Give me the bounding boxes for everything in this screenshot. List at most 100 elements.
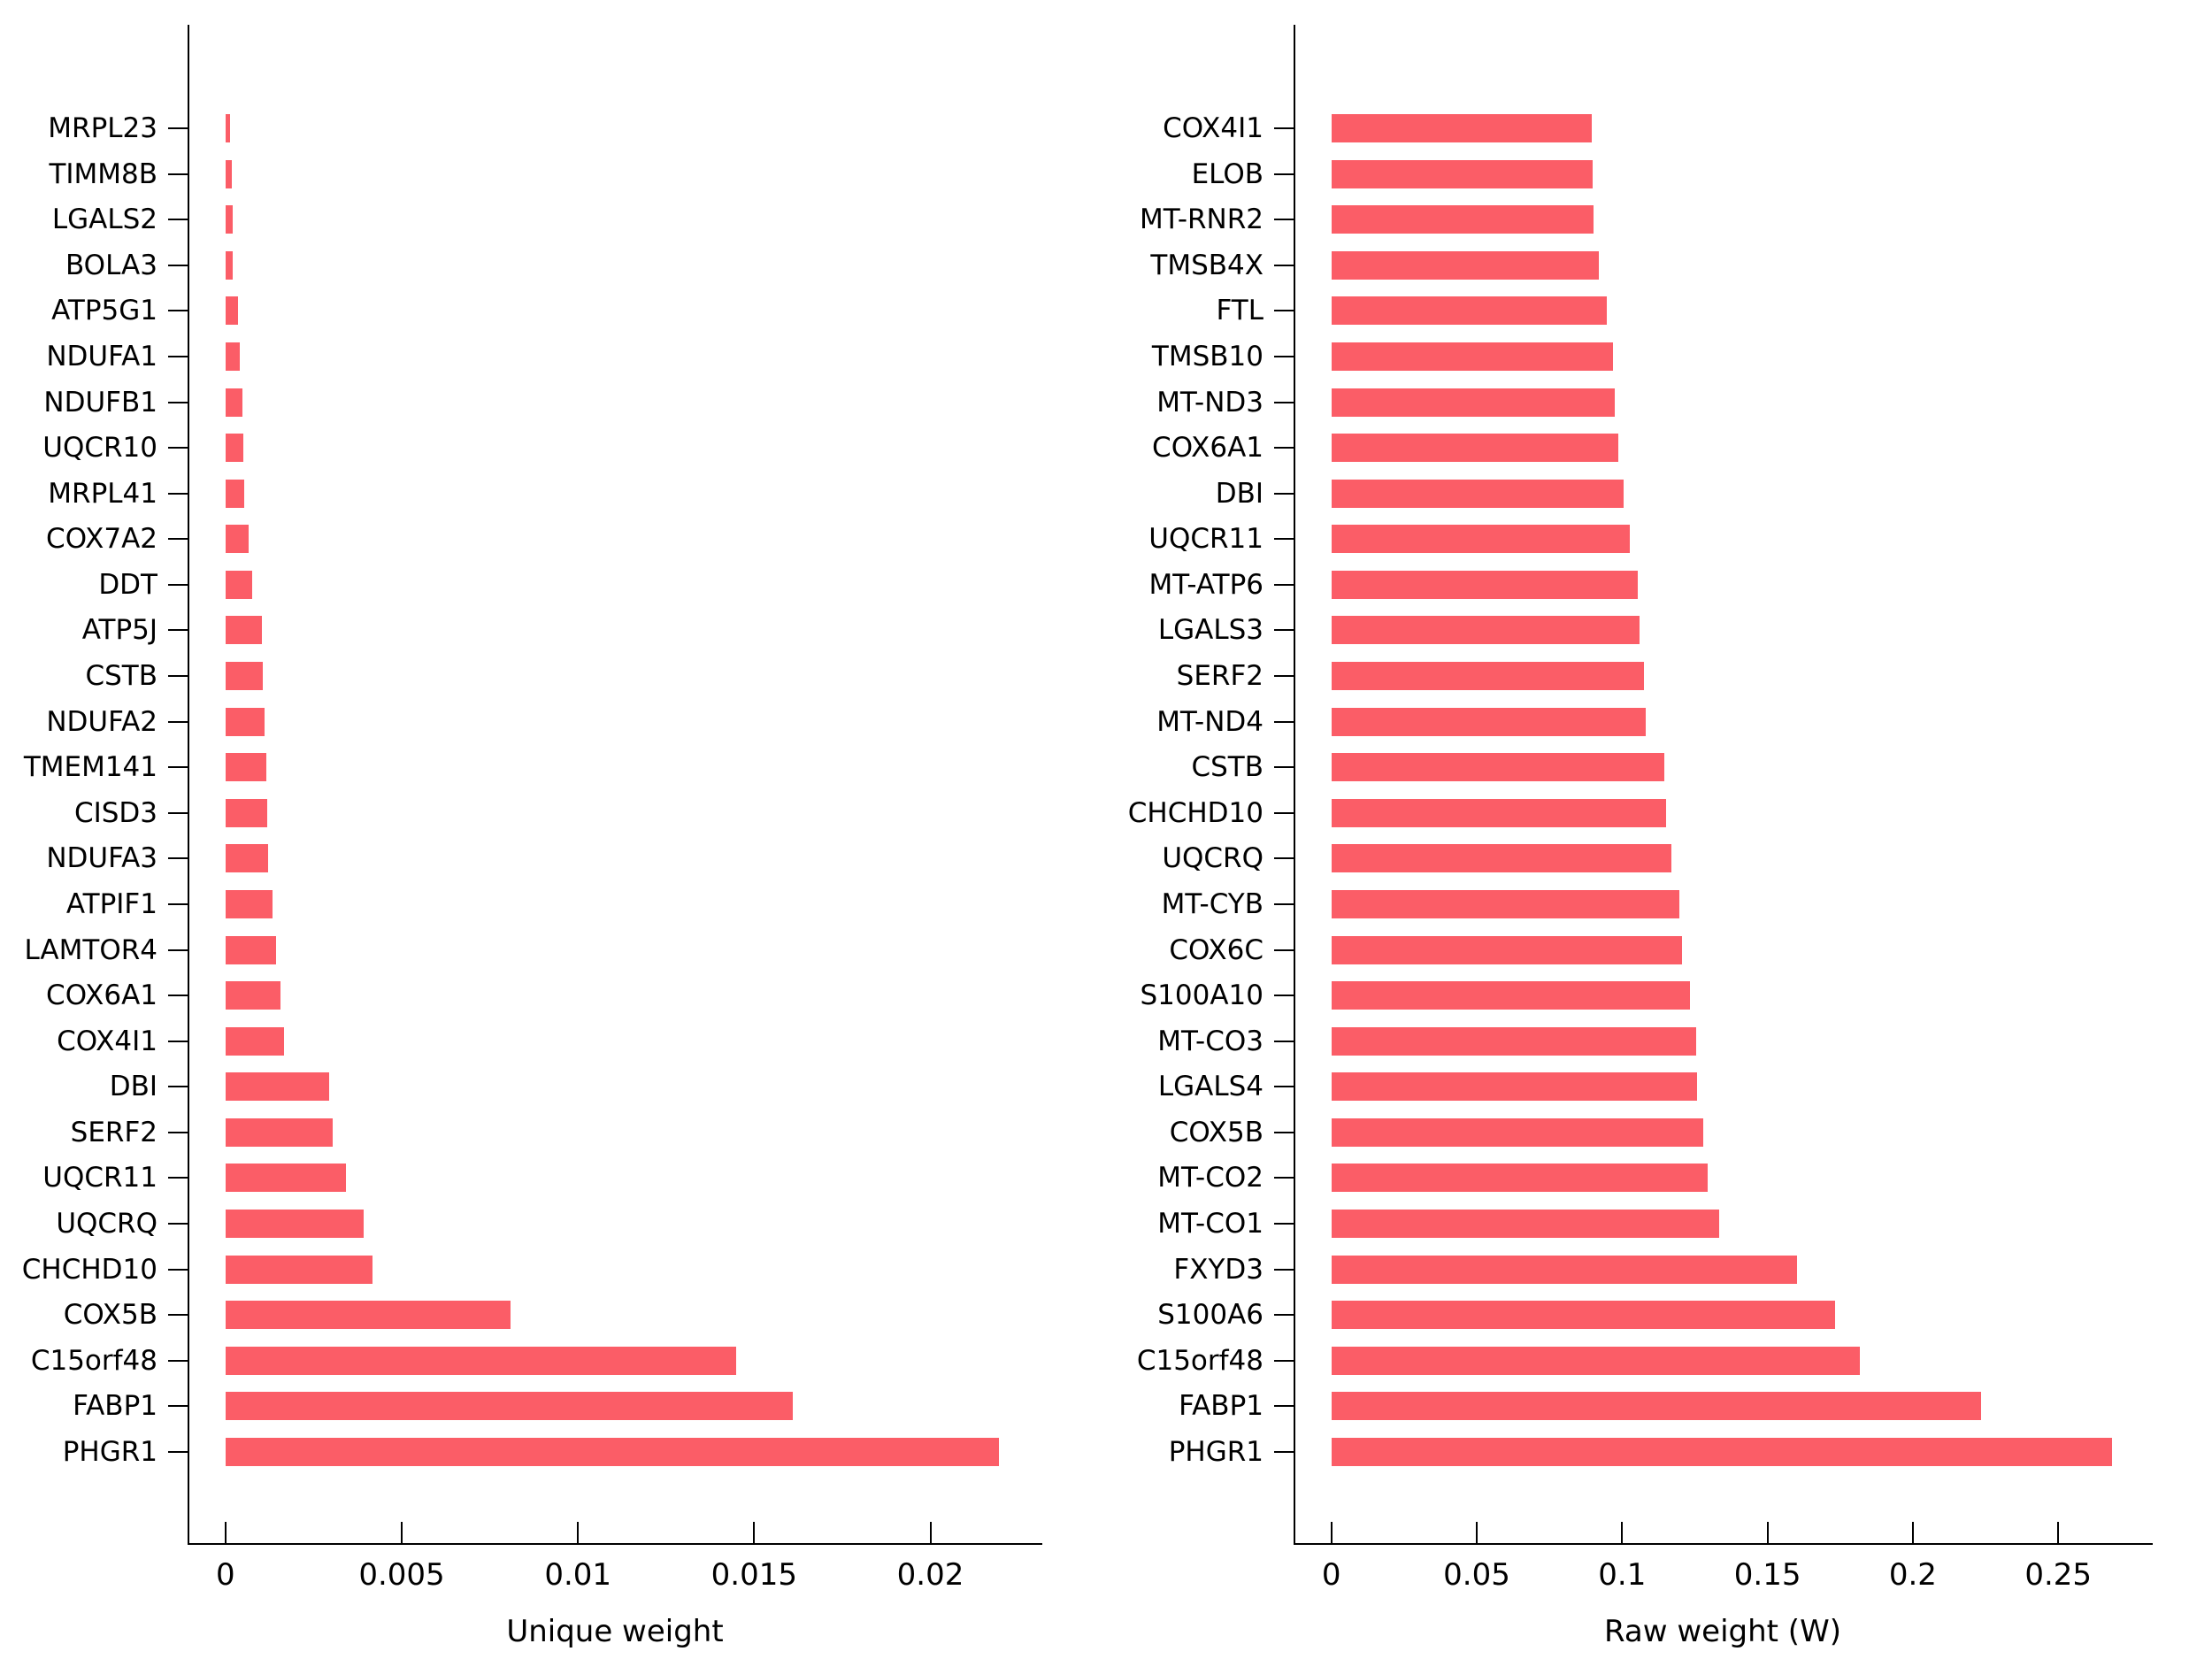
category-label: UQCRQ xyxy=(56,1208,157,1240)
y-tick xyxy=(168,857,188,860)
category-label: ATP5J xyxy=(81,614,157,647)
y-tick xyxy=(1274,355,1294,357)
y-tick xyxy=(1274,1450,1294,1453)
x-axis-label-raw-weight: Raw weight (W) xyxy=(1604,1614,1841,1649)
x-tick-label: 0.01 xyxy=(544,1557,612,1593)
y-tick xyxy=(168,811,188,814)
y-tick xyxy=(1274,811,1294,814)
unique-weight-chart xyxy=(188,25,1042,1545)
y-tick xyxy=(168,310,188,312)
y-tick xyxy=(1274,949,1294,951)
bar xyxy=(1331,342,1614,371)
category-label: TIMM8B xyxy=(49,157,157,190)
category-label: UQCR11 xyxy=(1148,523,1263,556)
bar xyxy=(225,434,243,463)
category-label: FABP1 xyxy=(73,1390,157,1423)
category-label: ATPIF1 xyxy=(65,887,157,920)
bar xyxy=(225,1392,794,1421)
x-tick-label: 0.05 xyxy=(1443,1557,1510,1593)
category-label: FABP1 xyxy=(1179,1390,1263,1423)
category-label: COX6C xyxy=(1169,933,1263,966)
category-label: MT-ND3 xyxy=(1156,386,1263,419)
category-label: TMEM141 xyxy=(23,751,157,784)
y-tick xyxy=(168,629,188,632)
bar xyxy=(1331,1346,1860,1375)
y-tick xyxy=(1274,1268,1294,1271)
y-tick xyxy=(168,1450,188,1453)
category-label: CHCHD10 xyxy=(1127,796,1263,829)
category-label: NDUFA1 xyxy=(46,340,157,373)
y-tick xyxy=(1274,173,1294,175)
category-label: S100A6 xyxy=(1157,1299,1263,1332)
category-label: COX6A1 xyxy=(46,979,157,1012)
category-label: COX5B xyxy=(63,1299,157,1332)
category-label: CSTB xyxy=(85,660,157,693)
bar xyxy=(1331,1255,1798,1284)
bar xyxy=(1331,205,1594,234)
bar xyxy=(225,250,233,280)
x-tick-label: 0 xyxy=(1321,1557,1341,1593)
category-label: UQCRQ xyxy=(1162,842,1263,875)
y-tick xyxy=(168,127,188,129)
bar xyxy=(225,525,249,554)
y-tick xyxy=(168,720,188,723)
category-label: COX4I1 xyxy=(57,1025,157,1057)
category-label: C15orf48 xyxy=(30,1344,157,1377)
y-tick xyxy=(168,902,188,905)
category-label: UQCR11 xyxy=(42,1162,157,1194)
y-tick xyxy=(1274,127,1294,129)
x-tick xyxy=(1330,1522,1333,1543)
y-tick xyxy=(1274,264,1294,266)
y-tick xyxy=(168,1086,188,1088)
y-tick xyxy=(168,355,188,357)
bar xyxy=(225,889,273,918)
bar xyxy=(1331,1392,1982,1421)
y-tick xyxy=(1274,219,1294,221)
category-label: TMSB4X xyxy=(1150,249,1263,281)
category-label: LAMTOR4 xyxy=(24,933,157,966)
x-tick-label: 0.2 xyxy=(1888,1557,1937,1593)
bar xyxy=(225,479,244,508)
category-label: COX6A1 xyxy=(1152,432,1263,465)
bar xyxy=(225,1255,373,1284)
bar xyxy=(1331,616,1640,645)
bar xyxy=(225,798,267,827)
category-label: MT-ATP6 xyxy=(1148,568,1264,601)
bar xyxy=(1331,1072,1697,1102)
y-tick xyxy=(168,675,188,678)
x-tick-label: 0.015 xyxy=(710,1557,798,1593)
category-label: SERF2 xyxy=(1176,660,1263,693)
bar xyxy=(1331,159,1594,188)
y-tick xyxy=(168,583,188,586)
category-label: DDT xyxy=(98,568,157,601)
bar xyxy=(225,935,277,964)
bar xyxy=(1331,798,1667,827)
category-label: ATP5G1 xyxy=(51,295,157,327)
category-label: MRPL23 xyxy=(48,112,157,144)
y-tick xyxy=(1274,1314,1294,1317)
bar xyxy=(225,1301,511,1330)
x-axis-label-unique-weight: Unique weight xyxy=(506,1614,724,1649)
y-tick xyxy=(1274,492,1294,495)
bar xyxy=(225,205,233,234)
bar xyxy=(1331,1164,1709,1193)
category-label: NDUFA3 xyxy=(46,842,157,875)
x-tick xyxy=(400,1522,403,1543)
bar xyxy=(225,114,231,142)
bar xyxy=(1331,662,1645,691)
x-tick-label: 0.15 xyxy=(1733,1557,1801,1593)
y-tick xyxy=(168,538,188,541)
category-label: MT-RNR2 xyxy=(1139,204,1263,236)
category-label: BOLA3 xyxy=(65,249,157,281)
y-tick xyxy=(1274,447,1294,449)
bar xyxy=(225,1346,737,1375)
category-label: MT-ND4 xyxy=(1156,705,1263,738)
category-label: COX4I1 xyxy=(1163,112,1263,144)
y-tick xyxy=(1274,766,1294,769)
x-tick xyxy=(1911,1522,1914,1543)
y-tick xyxy=(168,766,188,769)
category-label: UQCR10 xyxy=(42,432,157,465)
bar xyxy=(1331,981,1690,1010)
y-tick xyxy=(168,219,188,221)
